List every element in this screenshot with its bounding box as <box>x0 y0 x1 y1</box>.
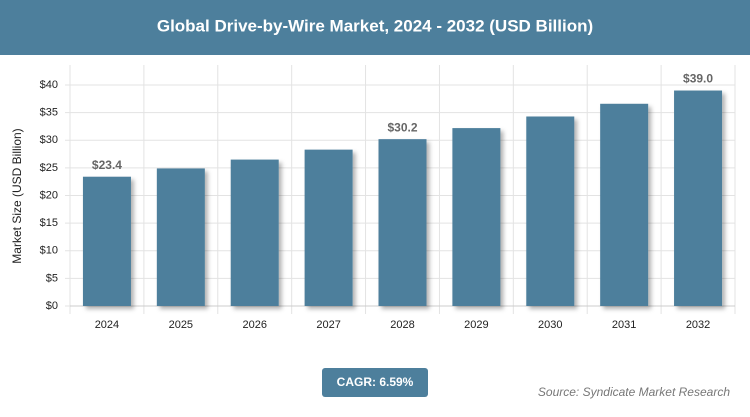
x-tick-label: 2026 <box>242 319 266 331</box>
bar <box>526 116 575 307</box>
bar <box>156 168 205 306</box>
data-label: $23.4 <box>92 158 122 172</box>
y-tick-label: $20 <box>40 189 58 201</box>
y-tick-label: $5 <box>46 272 58 284</box>
cagr-text: CAGR: 6.59% <box>337 375 414 389</box>
bar <box>600 103 649 306</box>
x-tick-label: 2031 <box>612 319 636 331</box>
x-tick-label: 2029 <box>464 319 488 331</box>
bar <box>452 128 501 306</box>
x-tick-label: 2032 <box>686 319 710 331</box>
y-tick-label: $40 <box>40 79 58 91</box>
x-tick-label: 2030 <box>538 319 562 331</box>
x-tick-label: 2027 <box>316 319 340 331</box>
cagr-box <box>322 368 428 397</box>
bar <box>230 159 279 306</box>
bar <box>674 90 723 307</box>
y-axis-label: Market Size (USD Billion) <box>10 128 24 263</box>
y-tick-label: $10 <box>40 245 58 257</box>
data-label: $39.0 <box>683 72 713 86</box>
bar <box>378 139 427 306</box>
data-label: $30.2 <box>387 120 417 134</box>
y-tick-label: $25 <box>40 162 58 174</box>
x-tick-label: 2028 <box>390 319 414 331</box>
y-tick-label: $15 <box>40 217 58 229</box>
x-tick-label: 2024 <box>95 319 119 331</box>
cagr-badge: CAGR: 6.59% <box>322 368 428 397</box>
chart-title: Global Drive-by-Wire Market, 2024 - 2032… <box>157 16 593 35</box>
y-tick-label: $35 <box>40 107 58 119</box>
source-note: Source: Syndicate Market Research <box>538 385 730 399</box>
title-bar <box>0 0 750 55</box>
bar <box>82 176 131 306</box>
bar <box>304 149 353 306</box>
y-tick-label: $30 <box>40 134 58 146</box>
y-tick-label: $0 <box>46 300 58 312</box>
x-tick-label: 2025 <box>169 319 193 331</box>
